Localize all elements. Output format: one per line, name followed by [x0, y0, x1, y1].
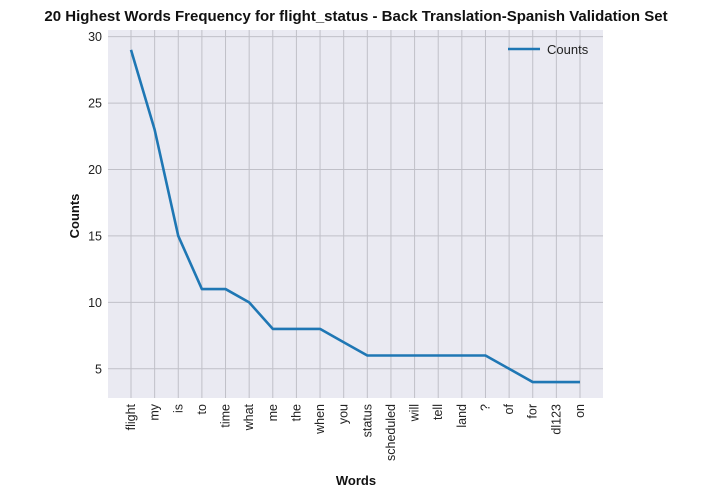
x-tick-label: of: [502, 403, 516, 414]
x-axis-label: Words: [336, 473, 376, 488]
y-tick-label: 15: [88, 229, 102, 243]
x-tick-label: when: [313, 404, 327, 435]
x-tick-label: time: [219, 404, 233, 428]
x-tick-label: tell: [431, 404, 445, 420]
x-tick-label: scheduled: [384, 404, 398, 461]
x-tick-label: to: [195, 404, 209, 414]
y-tick-label: 30: [88, 30, 102, 44]
x-tick-label: dl123: [549, 404, 563, 435]
y-axis-label: Counts: [67, 194, 82, 239]
chart-title: 20 Highest Words Frequency for flight_st…: [44, 8, 667, 25]
x-tick-label: my: [148, 403, 162, 420]
x-tick-label: is: [171, 404, 185, 413]
x-tick-label: the: [289, 404, 303, 421]
y-axis-ticks: 5 10 15 20 25 30: [88, 30, 102, 376]
x-tick-label: me: [266, 404, 280, 421]
x-tick-label: land: [455, 404, 469, 428]
x-tick-label: will: [408, 404, 422, 422]
x-tick-label: what: [242, 403, 256, 431]
plot-area: [108, 30, 603, 398]
y-tick-label: 25: [88, 97, 102, 111]
legend-label-counts: Counts: [547, 42, 589, 57]
y-tick-label: 20: [88, 163, 102, 177]
x-tick-label: status: [360, 404, 374, 437]
x-tick-label: ?: [478, 404, 492, 411]
x-tick-label: for: [526, 404, 540, 419]
x-tick-label: flight: [124, 403, 138, 430]
y-tick-label: 5: [95, 362, 102, 376]
x-tick-label: on: [573, 404, 587, 418]
x-tick-label: you: [337, 404, 351, 424]
y-tick-label: 10: [88, 296, 102, 310]
